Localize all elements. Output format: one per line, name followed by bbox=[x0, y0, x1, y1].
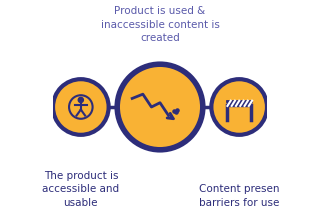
Circle shape bbox=[212, 79, 267, 135]
Text: The product is
accessible and
usable: The product is accessible and usable bbox=[42, 171, 119, 208]
Text: Content presen
barriers for use: Content presen barriers for use bbox=[199, 184, 279, 208]
Point bbox=[175, 108, 180, 112]
Circle shape bbox=[117, 64, 203, 150]
Text: Product is used &
inaccessible content is
created: Product is used & inaccessible content i… bbox=[100, 6, 220, 43]
Point bbox=[173, 111, 179, 114]
Circle shape bbox=[53, 79, 109, 135]
Circle shape bbox=[78, 97, 84, 103]
Point bbox=[171, 110, 176, 113]
FancyBboxPatch shape bbox=[228, 101, 251, 106]
